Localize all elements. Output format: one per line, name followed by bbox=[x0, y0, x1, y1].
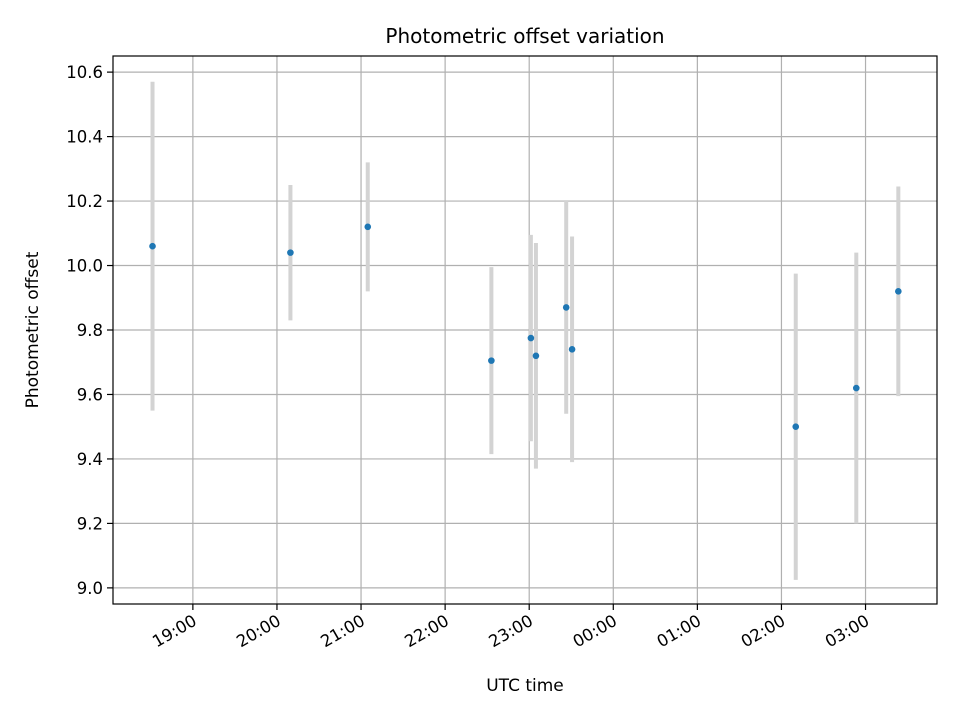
data-point bbox=[895, 288, 902, 295]
y-axis-label: Photometric offset bbox=[23, 251, 43, 408]
y-tick-label: 10.4 bbox=[66, 128, 103, 147]
data-point bbox=[562, 304, 570, 311]
data-points bbox=[149, 223, 902, 431]
data-point bbox=[852, 384, 860, 392]
y-tick-label: 9.6 bbox=[77, 385, 103, 404]
data-point bbox=[527, 334, 535, 342]
data-point bbox=[287, 249, 294, 256]
y-tick-label: 9.2 bbox=[77, 514, 103, 533]
y-tick-label: 10.2 bbox=[66, 192, 103, 211]
data-point bbox=[792, 423, 800, 431]
y-tick-label: 10.0 bbox=[66, 257, 103, 276]
x-axis-label: UTC time bbox=[486, 676, 564, 696]
data-point bbox=[568, 346, 576, 353]
data-point bbox=[532, 352, 540, 360]
data-point bbox=[488, 357, 495, 364]
y-tick-label: 9.4 bbox=[77, 450, 103, 469]
y-axis-ticks: 9.0 9.2 9.4 9.6 9.8 10.0 10.2 10.4 10.6 bbox=[66, 63, 113, 598]
grid-lines bbox=[113, 56, 937, 604]
y-tick-label: 9.0 bbox=[77, 579, 103, 598]
y-tick-label: 9.8 bbox=[77, 321, 103, 340]
y-tick-label: 10.6 bbox=[66, 63, 103, 82]
data-point bbox=[364, 223, 372, 231]
chart-title: Photometric offset variation bbox=[385, 24, 664, 48]
data-point bbox=[149, 242, 156, 250]
